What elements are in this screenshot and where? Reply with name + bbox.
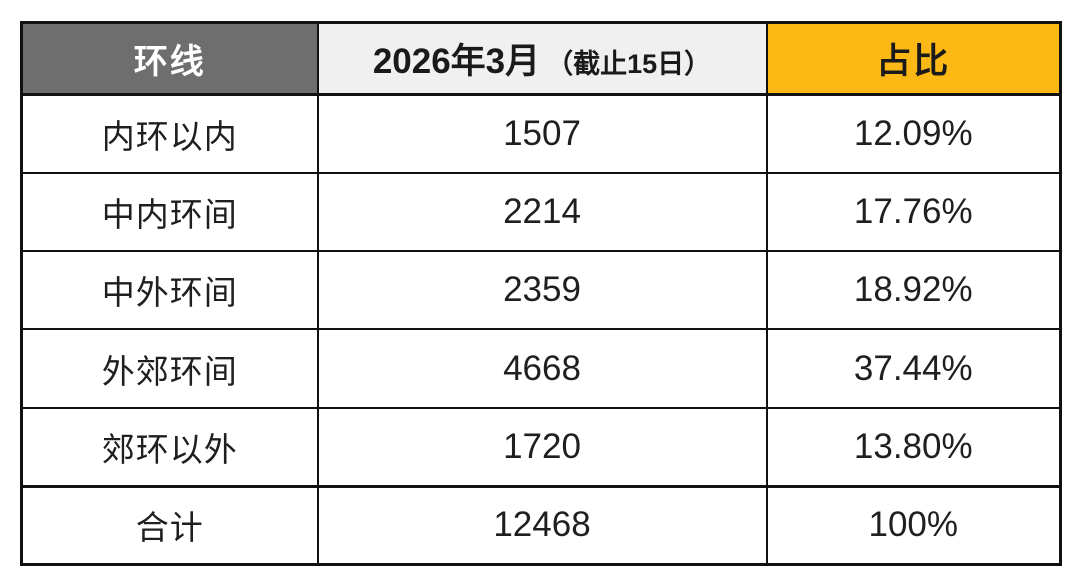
share-cell: 13.80% (765, 406, 1062, 488)
share-cell: 18.92% (765, 250, 1062, 331)
column-header-ring: 环线 (20, 21, 319, 96)
column-header-ring-label: 环线 (133, 43, 206, 81)
table-row: 外郊环间 4668 37.44% (20, 328, 1062, 409)
value-cell: 2214 (316, 171, 768, 253)
total-share-cell: 100% (765, 484, 1062, 567)
column-header-month-sub: （截止15日） (546, 49, 712, 79)
column-header-month: 2026年3月 （截止15日） (316, 21, 768, 96)
value-cell: 1720 (316, 406, 768, 488)
ring-name-cell: 内环以内 (20, 93, 319, 174)
column-header-share: 占比 (765, 21, 1062, 96)
header-row: 环线 2026年3月 （截止15日） 占比 (20, 21, 1062, 96)
table-row: 内环以内 1507 12.09% (20, 93, 1062, 174)
total-row: 合计 12468 100% (20, 484, 1062, 567)
column-header-month-main: 2026年3月 (372, 42, 541, 81)
share-cell: 12.09% (765, 93, 1062, 174)
value-cell: 1507 (316, 93, 768, 174)
ring-line-table: 环线 2026年3月 （截止15日） 占比 内环以内 1507 12.09% 中内… (20, 21, 1062, 567)
table-row: 中外环间 2359 18.92% (20, 250, 1062, 331)
value-cell: 2359 (316, 250, 768, 331)
ring-name-cell: 中外环间 (20, 250, 319, 331)
table-row: 中内环间 2214 17.76% (20, 171, 1062, 253)
share-cell: 17.76% (765, 171, 1062, 253)
column-header-share-label: 占比 (876, 42, 951, 81)
share-cell: 37.44% (765, 328, 1062, 409)
total-label-cell: 合计 (20, 484, 319, 567)
table-row: 郊环以外 1720 13.80% (20, 406, 1062, 488)
value-cell: 4668 (316, 328, 768, 409)
ring-name-cell: 郊环以外 (20, 406, 319, 488)
ring-name-cell: 外郊环间 (20, 328, 319, 409)
total-value-cell: 12468 (316, 484, 768, 567)
ring-name-cell: 中内环间 (20, 171, 319, 253)
